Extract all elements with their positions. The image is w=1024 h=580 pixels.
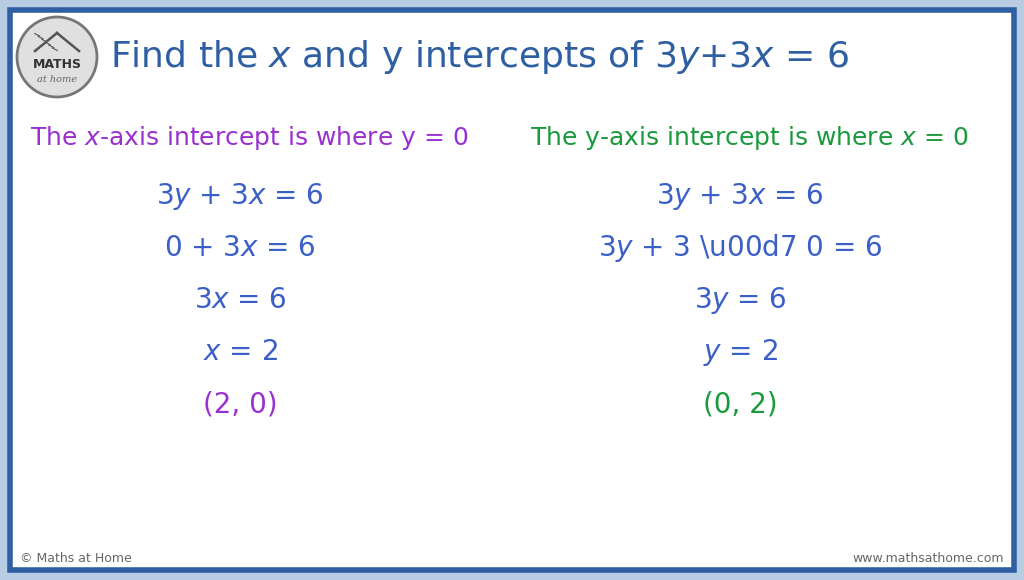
- FancyBboxPatch shape: [10, 10, 1014, 570]
- Text: $3\mathit{y}$ + 3 \u00d7 0 = 6: $3\mathit{y}$ + 3 \u00d7 0 = 6: [598, 232, 882, 264]
- Text: MATHS: MATHS: [33, 59, 82, 71]
- Text: $3\mathit{y}$ + 3$\mathit{x}$ = 6: $3\mathit{y}$ + 3$\mathit{x}$ = 6: [156, 180, 324, 212]
- Text: (2, 0): (2, 0): [203, 390, 278, 418]
- Text: The y-axis intercept is where $\mathit{x}$ = 0: The y-axis intercept is where $\mathit{x…: [530, 124, 969, 152]
- Text: $\mathit{y}$ = 2: $\mathit{y}$ = 2: [702, 336, 777, 368]
- Text: Find the $\mathit{x}$ and y intercepts of $3\mathit{y}$+3$\mathit{x}$ = 6: Find the $\mathit{x}$ and y intercepts o…: [110, 38, 849, 76]
- Text: 0 + 3$\mathit{x}$ = 6: 0 + 3$\mathit{x}$ = 6: [164, 234, 315, 262]
- Text: $3\mathit{y}$ + 3$\mathit{x}$ = 6: $3\mathit{y}$ + 3$\mathit{x}$ = 6: [656, 180, 824, 212]
- Text: 3$\mathit{x}$ = 6: 3$\mathit{x}$ = 6: [194, 286, 287, 314]
- Text: www.mathsathome.com: www.mathsathome.com: [853, 552, 1004, 564]
- Text: at home: at home: [37, 74, 77, 84]
- Text: $3\mathit{y}$ = 6: $3\mathit{y}$ = 6: [693, 285, 786, 316]
- Text: The $\mathit{x}$-axis intercept is where y = 0: The $\mathit{x}$-axis intercept is where…: [30, 124, 468, 152]
- Text: (0, 2): (0, 2): [702, 390, 777, 418]
- Text: © Maths at Home: © Maths at Home: [20, 552, 132, 564]
- Text: $\mathit{x}$ = 2: $\mathit{x}$ = 2: [203, 338, 278, 366]
- Ellipse shape: [17, 17, 97, 97]
